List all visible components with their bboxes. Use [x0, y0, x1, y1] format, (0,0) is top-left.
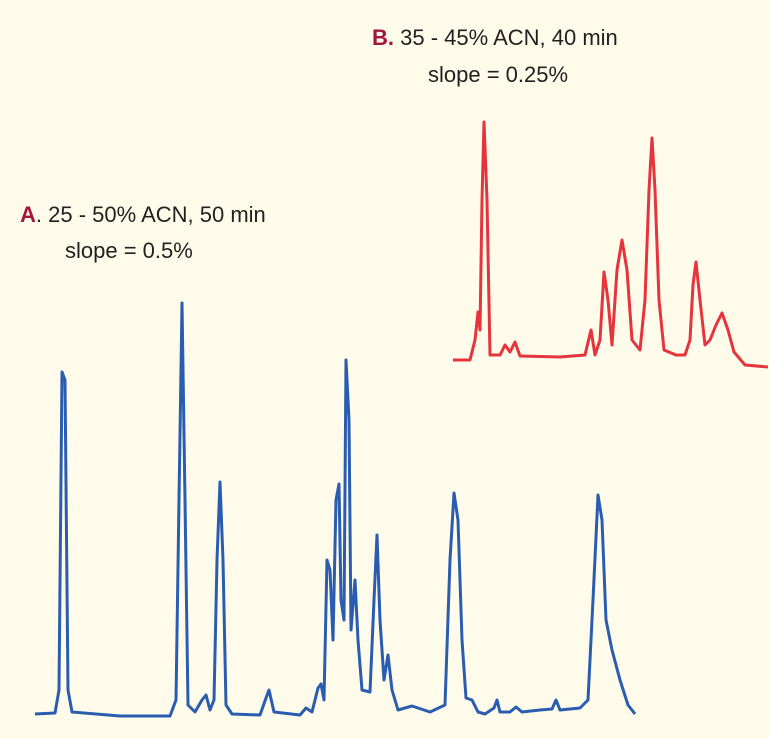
trace-b-label: B. 35 - 45% ACN, 40 min [372, 25, 618, 50]
trace-b-slope: slope = 0.25% [428, 62, 568, 87]
trace-b [453, 120, 769, 369]
trace-b-conditions: 35 - 45% ACN, 40 min [394, 25, 618, 50]
trace-a-label: A. 25 - 50% ACN, 50 min [20, 202, 266, 227]
trace-b-key: B. [372, 25, 394, 50]
trace-a-conditions: . 25 - 50% ACN, 50 min [36, 202, 266, 227]
trace-a-slope: slope = 0.5% [65, 238, 193, 263]
trace-a [34, 301, 637, 718]
trace-a-key: A [20, 202, 36, 227]
